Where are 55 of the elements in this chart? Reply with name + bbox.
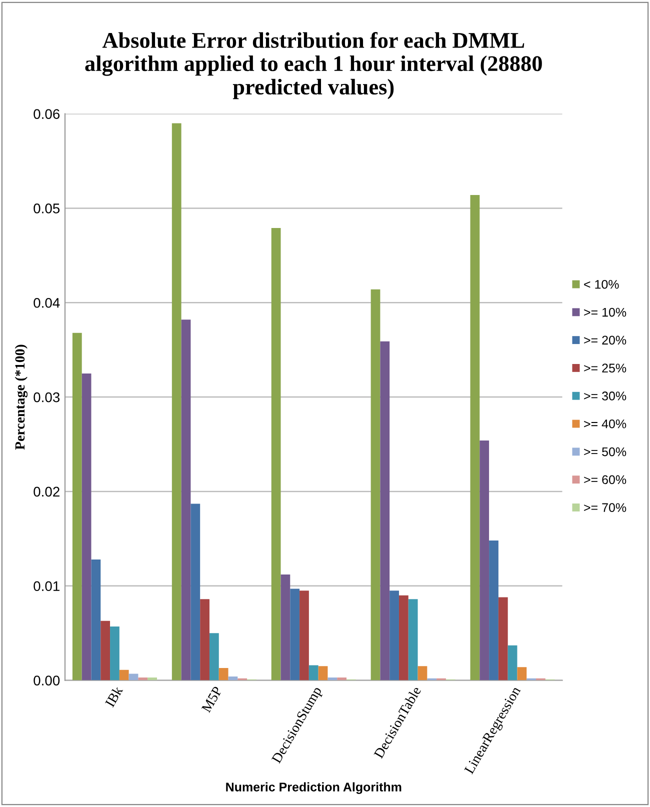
bar — [318, 666, 328, 680]
bar — [517, 667, 527, 680]
bar — [128, 674, 138, 680]
bar — [508, 645, 518, 680]
bar — [148, 677, 157, 680]
bar — [308, 665, 318, 680]
y-tick-label: 0.02 — [34, 486, 60, 497]
bar — [380, 341, 390, 680]
y-axis-title: Percentage (*100) — [14, 344, 28, 450]
bar — [82, 373, 92, 680]
bar — [418, 666, 428, 680]
bar — [110, 626, 120, 680]
legend-label: >= 30% — [584, 392, 626, 400]
bar — [271, 228, 281, 680]
legend-label: >= 20% — [584, 336, 626, 345]
bar — [200, 599, 210, 680]
bar — [190, 504, 200, 680]
bar — [498, 597, 508, 680]
bar — [138, 677, 148, 680]
bar — [290, 588, 300, 680]
bar — [218, 668, 228, 680]
bar — [72, 332, 82, 680]
legend-label: >= 40% — [584, 419, 626, 428]
bar — [328, 677, 338, 680]
legend-label: >= 25% — [584, 364, 626, 372]
y-tick-label: 0.01 — [34, 581, 60, 592]
bar — [91, 559, 101, 680]
bar — [100, 620, 110, 680]
y-tick-label: 0.04 — [34, 298, 60, 308]
y-tick-label: 0.06 — [34, 109, 60, 119]
bar — [390, 590, 399, 680]
bar — [280, 574, 290, 680]
bar — [480, 440, 490, 680]
legend-label: >= 70% — [584, 503, 626, 512]
chart-title: Absolute Error distribution for each DMML algorithm applied to each 1 hour interval (28880 predicted values) — [85, 32, 542, 100]
bar — [172, 123, 182, 680]
legend-label: >= 60% — [584, 475, 626, 484]
bar — [300, 590, 309, 680]
bar — [408, 599, 418, 680]
legend-label: >= 50% — [584, 447, 626, 456]
bar — [337, 677, 346, 680]
y-tick-label: 0.03 — [34, 392, 60, 402]
y-tick-label: 0.05 — [34, 204, 60, 214]
x-tick-label: IBk — [104, 685, 124, 708]
bar — [398, 595, 408, 680]
x-axis-title: Numeric Prediction Algorithm — [226, 782, 402, 794]
bar — [119, 670, 129, 680]
bar — [470, 194, 480, 680]
y-tick-label: 0.00 — [34, 676, 60, 686]
bar — [370, 289, 380, 680]
bar — [209, 633, 219, 680]
legend-label: < 10% — [584, 280, 619, 289]
bar — [489, 540, 498, 680]
legend-label: >= 10% — [584, 308, 626, 317]
bar — [181, 320, 191, 680]
